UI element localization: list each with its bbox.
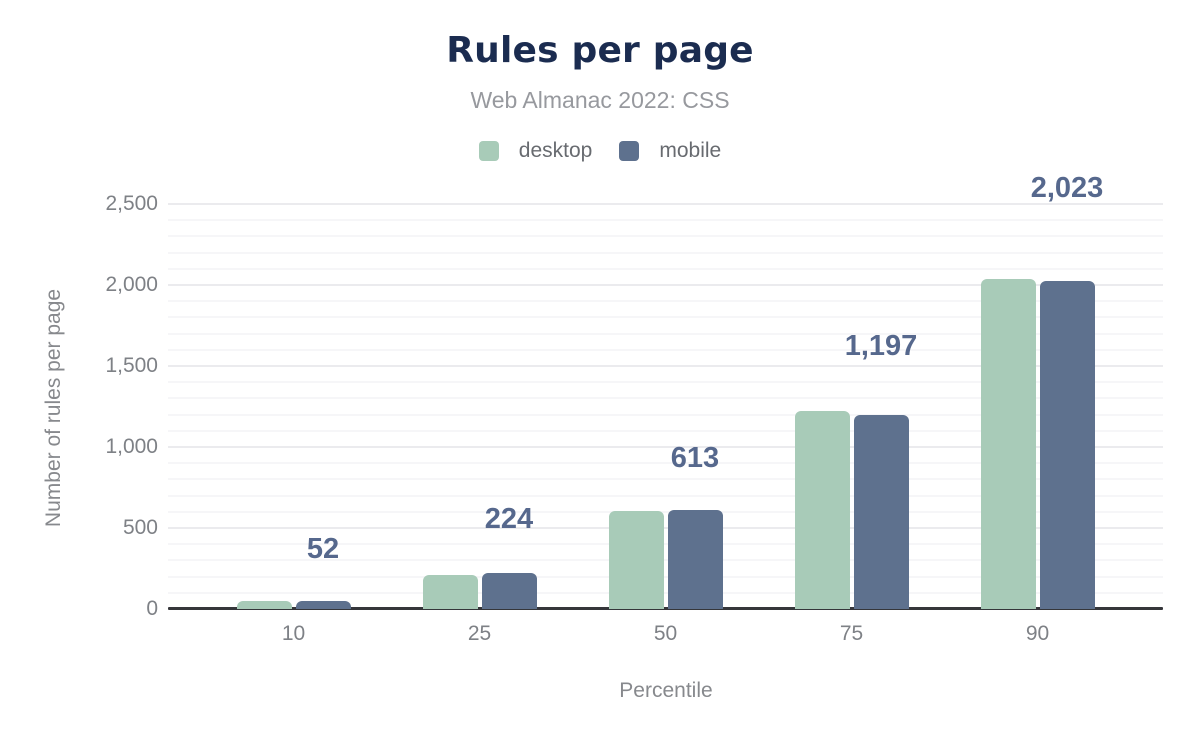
bar-value-label: 52 xyxy=(306,532,340,565)
y-tick-label: 2,500 xyxy=(105,192,158,215)
gridline xyxy=(168,559,1163,562)
bar-desktop-p50[interactable] xyxy=(608,510,664,609)
gridline xyxy=(168,381,1163,384)
bar-value-label: 1,197 xyxy=(844,330,918,363)
legend-item-mobile[interactable]: mobile xyxy=(619,139,721,163)
gridline xyxy=(168,575,1163,578)
legend-label: mobile xyxy=(659,139,722,162)
gridline xyxy=(168,462,1163,465)
x-tick-label: 75 xyxy=(839,622,864,645)
y-axis-title: Number of rules per page xyxy=(42,288,65,528)
legend-label: desktop xyxy=(518,139,593,162)
gridline xyxy=(168,316,1163,319)
y-tick-label: 500 xyxy=(122,516,158,539)
bar-value-label: 2,023 xyxy=(1030,172,1104,205)
y-tick-label: 1,500 xyxy=(105,354,158,377)
gridline xyxy=(168,365,1163,367)
gridline xyxy=(168,267,1163,270)
bar-mobile-p10[interactable] xyxy=(295,600,351,609)
legend-swatch-mobile xyxy=(619,141,640,161)
x-tick-label: 50 xyxy=(653,622,678,645)
x-axis-baseline xyxy=(168,607,1163,610)
y-tick-label: 2,000 xyxy=(105,273,158,296)
gridline xyxy=(168,300,1163,303)
gridline xyxy=(168,510,1163,513)
gridline xyxy=(168,332,1163,335)
plot-area: 52 224 613 1,197 2,023 xyxy=(168,172,1163,610)
gridline xyxy=(168,348,1163,351)
bar-desktop-p25[interactable] xyxy=(422,574,478,609)
bar-mobile-p90[interactable] xyxy=(1039,281,1095,609)
bar-desktop-p90[interactable] xyxy=(980,278,1036,609)
gridline xyxy=(168,413,1163,416)
bar-value-label: 224 xyxy=(484,502,534,535)
gridline xyxy=(168,429,1163,432)
x-tick-label: 90 xyxy=(1025,622,1050,645)
gridline xyxy=(168,543,1163,546)
chart-title: Rules per page xyxy=(446,30,754,71)
gridline xyxy=(168,494,1163,497)
gridline xyxy=(168,251,1163,254)
x-tick-label: 10 xyxy=(281,622,306,645)
bar-mobile-p50[interactable] xyxy=(667,509,723,609)
gridline xyxy=(168,203,1163,205)
gridline xyxy=(168,478,1163,481)
gridline xyxy=(168,219,1163,222)
gridline xyxy=(168,527,1163,529)
gridline xyxy=(168,591,1163,594)
bar-value-label: 613 xyxy=(670,441,720,474)
legend-swatch-desktop xyxy=(478,141,499,161)
legend: desktop mobile xyxy=(0,139,1200,163)
x-tick-label: 25 xyxy=(467,622,492,645)
bar-mobile-p75[interactable] xyxy=(853,415,909,609)
gridline xyxy=(168,284,1163,286)
gridline xyxy=(168,235,1163,238)
gridline xyxy=(168,397,1163,400)
legend-item-desktop[interactable]: desktop xyxy=(478,139,593,163)
y-tick-label: 1,000 xyxy=(105,435,158,458)
bar-desktop-p75[interactable] xyxy=(794,411,850,609)
gridline xyxy=(168,446,1163,448)
bar-desktop-p10[interactable] xyxy=(236,600,292,609)
y-tick-label: 0 xyxy=(146,597,158,620)
chart-subtitle: Web Almanac 2022: CSS xyxy=(470,87,730,113)
bar-mobile-p25[interactable] xyxy=(481,572,537,609)
x-axis-title: Percentile xyxy=(619,679,713,702)
